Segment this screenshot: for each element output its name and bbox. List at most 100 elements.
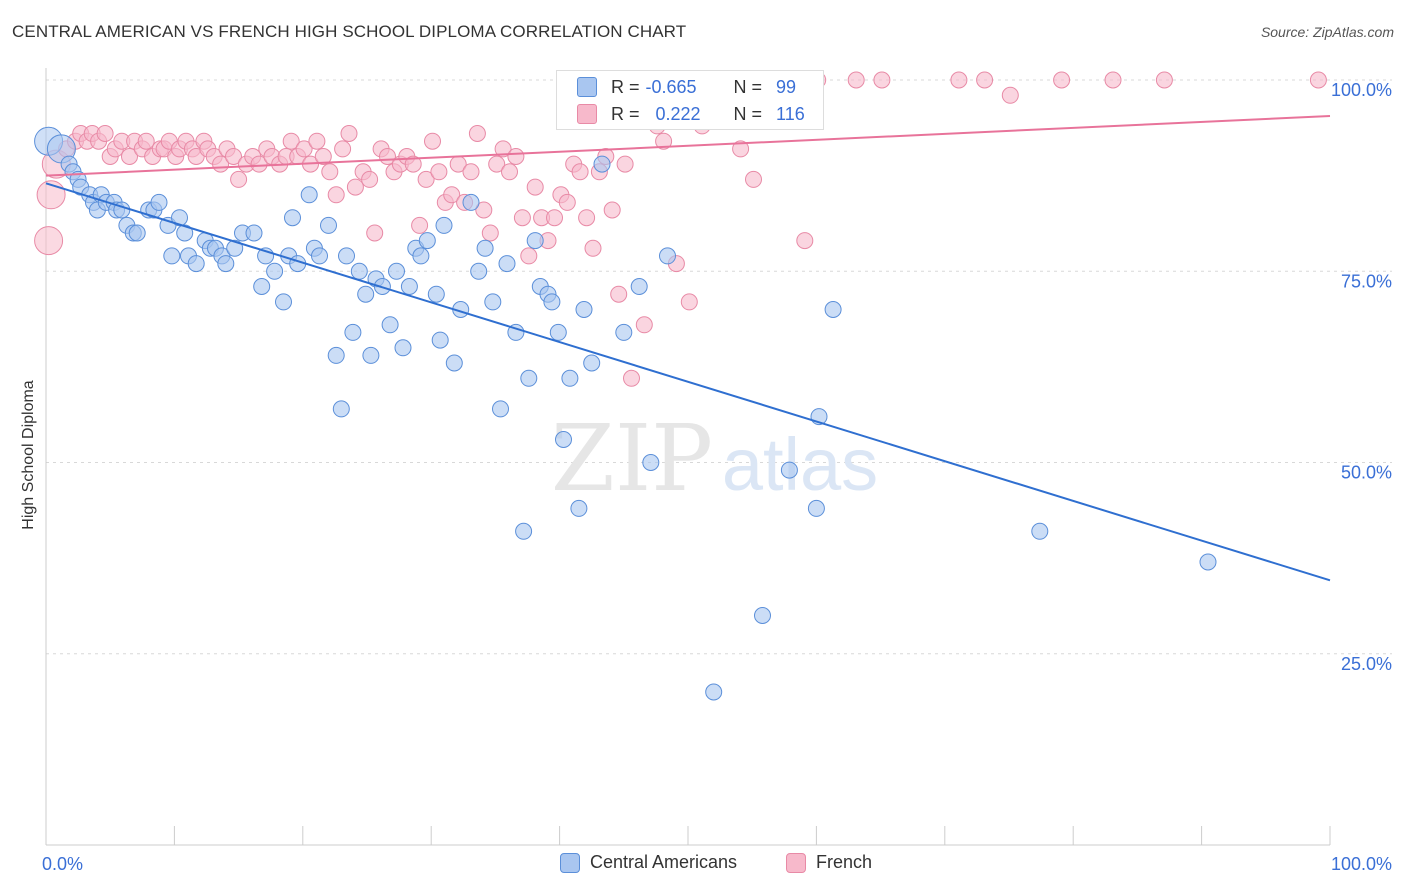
central-american-point (217, 255, 235, 273)
central-american-point (555, 431, 572, 448)
french-point (1155, 71, 1173, 89)
french-point (520, 247, 538, 265)
trend-lines (45, 114, 1331, 582)
central-american-point (515, 522, 533, 540)
central-american-point (659, 247, 676, 265)
n-value-central-americans: 99 (776, 76, 797, 97)
central-american-point (275, 293, 292, 311)
french-point (796, 232, 814, 250)
french-point (404, 155, 422, 173)
french-point (745, 170, 762, 188)
central-american-point (300, 186, 318, 204)
y-tick-label: 25.0% (1341, 654, 1392, 674)
central-american-point (526, 232, 544, 250)
french-points (34, 71, 1327, 387)
french-point (616, 155, 634, 173)
y-tick-label: 50.0% (1341, 463, 1392, 483)
french-point (327, 186, 345, 204)
central-american-point (187, 255, 205, 273)
french-point (494, 140, 512, 158)
central-american-point (350, 262, 368, 280)
french-point (655, 132, 673, 150)
french-point (578, 209, 596, 227)
french-trend-line (45, 114, 1331, 177)
central-american-point (311, 247, 328, 265)
central-american-point (150, 193, 168, 211)
central-american-point (583, 354, 601, 372)
french-point (443, 186, 461, 204)
central-american-point (245, 224, 263, 242)
central-american-point (807, 499, 825, 517)
central-american-point (498, 255, 516, 273)
central-american-point (176, 224, 194, 242)
french-point (976, 71, 994, 89)
r-label: R = (611, 103, 640, 124)
french-point (603, 201, 621, 219)
french-point (635, 316, 653, 334)
stats-row-french: R = 0.222 N = 116 (577, 101, 805, 127)
legend-label-central-americans: Central Americans (590, 852, 738, 872)
central-american-point (484, 293, 502, 311)
central-american-point (394, 339, 412, 357)
central-american-point (284, 209, 301, 227)
french-point (230, 170, 248, 188)
legend-item-french[interactable]: French (786, 852, 872, 873)
central-american-trend-line (45, 182, 1331, 582)
central-american-point (462, 193, 480, 211)
r-value-central-americans: -0.665 (645, 76, 697, 97)
central-american-point (593, 155, 611, 173)
watermark: ZIP atlas (551, 405, 878, 512)
central-american-point (476, 239, 494, 257)
central-american-point (445, 354, 463, 372)
french-point (488, 155, 506, 173)
legend: Central Americans French (0, 852, 1406, 878)
n-label: N = (733, 76, 763, 97)
central-american-point (824, 301, 842, 318)
central-american-point (1199, 553, 1217, 571)
y-tick-label: 75.0% (1341, 271, 1392, 291)
x-tick-label-min: 0.0% (42, 854, 83, 874)
central-american-point (418, 232, 436, 250)
french-point (481, 224, 499, 242)
central-american-point (163, 247, 181, 265)
legend-item-central-americans[interactable]: Central Americans (560, 852, 737, 873)
central-american-point (128, 224, 146, 242)
central-american-point (470, 262, 488, 280)
central-american-point (520, 369, 538, 387)
x-tick-label-max: 100.0% (1331, 854, 1392, 874)
french-point (137, 132, 155, 150)
y-tick-label: 100.0% (1331, 80, 1392, 100)
central-american-point (543, 293, 561, 311)
central-american-point (575, 301, 593, 318)
french-point (1001, 86, 1019, 104)
watermark-atlas: atlas (722, 423, 878, 506)
central-american-point (362, 346, 380, 364)
central-american-point (492, 400, 509, 418)
central-american-point (320, 216, 337, 234)
central-american-point (615, 323, 633, 341)
central-american-point (226, 239, 244, 257)
french-point (475, 201, 493, 219)
central-american-point (400, 278, 418, 295)
central-american-point (561, 369, 579, 387)
central-american-point (431, 331, 449, 349)
french-point (1104, 71, 1122, 89)
french-point (361, 170, 379, 188)
n-label: N = (733, 103, 763, 124)
french-point (411, 216, 429, 234)
french-point (584, 239, 602, 257)
axes (45, 68, 1331, 846)
french-point (610, 285, 628, 303)
french-point (295, 140, 313, 158)
correlation-stats-box: R = -0.665 N = 99 R = 0.222 N = 116 (556, 70, 824, 130)
central-american-point (253, 278, 271, 295)
french-point (571, 163, 589, 181)
french-point (250, 155, 268, 173)
french-point (1053, 71, 1071, 89)
central-american-point (549, 323, 567, 341)
central-american-point (388, 262, 405, 280)
french-point (334, 140, 352, 158)
french-point (225, 148, 242, 165)
french-point (34, 226, 64, 256)
